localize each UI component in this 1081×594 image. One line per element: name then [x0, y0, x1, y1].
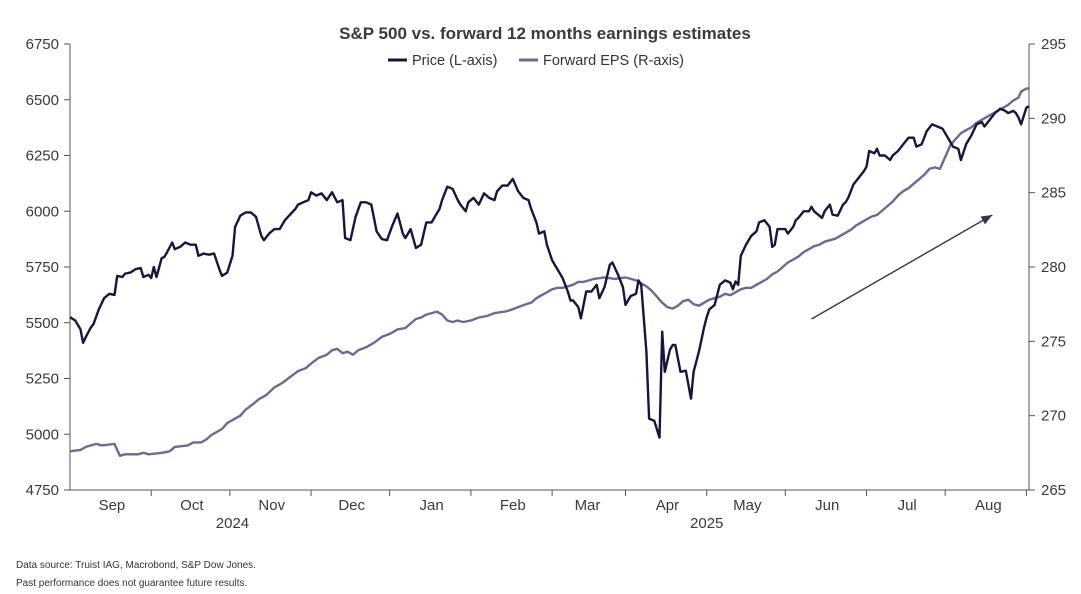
x-tick-label-sep: Sep — [99, 497, 126, 514]
x-tick-label-jun: Jun — [815, 497, 839, 514]
x-tick-label-mar: Mar — [575, 497, 601, 514]
trend-arrow-shaft — [811, 214, 993, 320]
trend-annotation — [811, 214, 993, 320]
x-tick-label-dec: Dec — [338, 497, 365, 514]
left-tick-label: 6750 — [26, 36, 59, 53]
x-axis-ticks: Sep Oct Nov Dec Jan Feb Mar Apr May Jun Jul Aug 2024… — [99, 490, 1027, 532]
axes — [69, 44, 1030, 491]
x-tick-label-apr: Apr — [656, 497, 679, 514]
x-year-label: 2025 — [690, 515, 723, 532]
x-year-label: 2024 — [216, 515, 249, 532]
x-tick-label-jul: Jul — [898, 497, 917, 514]
right-tick-label: 285 — [1041, 185, 1066, 202]
right-tick-label: 295 — [1041, 36, 1066, 53]
x-tick-label-may: May — [733, 497, 762, 514]
trend-arrow-head — [980, 214, 993, 225]
right-tick-label: 265 — [1041, 482, 1066, 499]
footnote-disclaimer: Past performance does not guarantee futu… — [16, 578, 248, 589]
left-tick-label: 5250 — [26, 371, 59, 388]
chart: S&P 500 vs. forward 12 months earnings e… — [26, 24, 1066, 532]
legend: Price (L-axis) Forward EPS (R-axis) — [388, 53, 684, 69]
right-tick-label: 270 — [1041, 408, 1066, 425]
right-tick-label: 290 — [1041, 110, 1066, 127]
x-tick-label-nov: Nov — [258, 497, 285, 514]
legend-label-eps: Forward EPS (R-axis) — [543, 53, 684, 69]
chart-title: S&P 500 vs. forward 12 months earnings e… — [339, 24, 751, 43]
legend-label-price: Price (L-axis) — [412, 53, 497, 69]
x-tick-label-feb: Feb — [500, 497, 526, 514]
series-line-forward-eps — [69, 87, 1029, 457]
left-tick-label: 6000 — [26, 203, 59, 220]
left-tick-label: 6500 — [26, 92, 59, 109]
right-axis-ticks: 265 270 275 280 285 290 295 — [1029, 36, 1066, 499]
left-tick-label: 5750 — [26, 259, 59, 276]
x-tick-label-jan: Jan — [419, 497, 443, 514]
left-tick-label: 5000 — [26, 426, 59, 443]
left-tick-label: 6250 — [26, 148, 59, 165]
left-tick-label: 4750 — [26, 482, 59, 499]
x-tick-label-aug: Aug — [975, 497, 1002, 514]
series-line-price — [69, 105, 1030, 439]
footnote-source: Data source: Truist IAG, Macrobond, S&P … — [16, 560, 256, 571]
right-tick-label: 280 — [1041, 259, 1066, 276]
x-tick-label-oct: Oct — [180, 497, 204, 514]
right-tick-label: 275 — [1041, 333, 1066, 350]
left-axis-ticks: 4750 5000 5250 5500 5750 6000 6250 6500 6750 — [26, 36, 70, 499]
left-tick-label: 5500 — [26, 315, 59, 332]
